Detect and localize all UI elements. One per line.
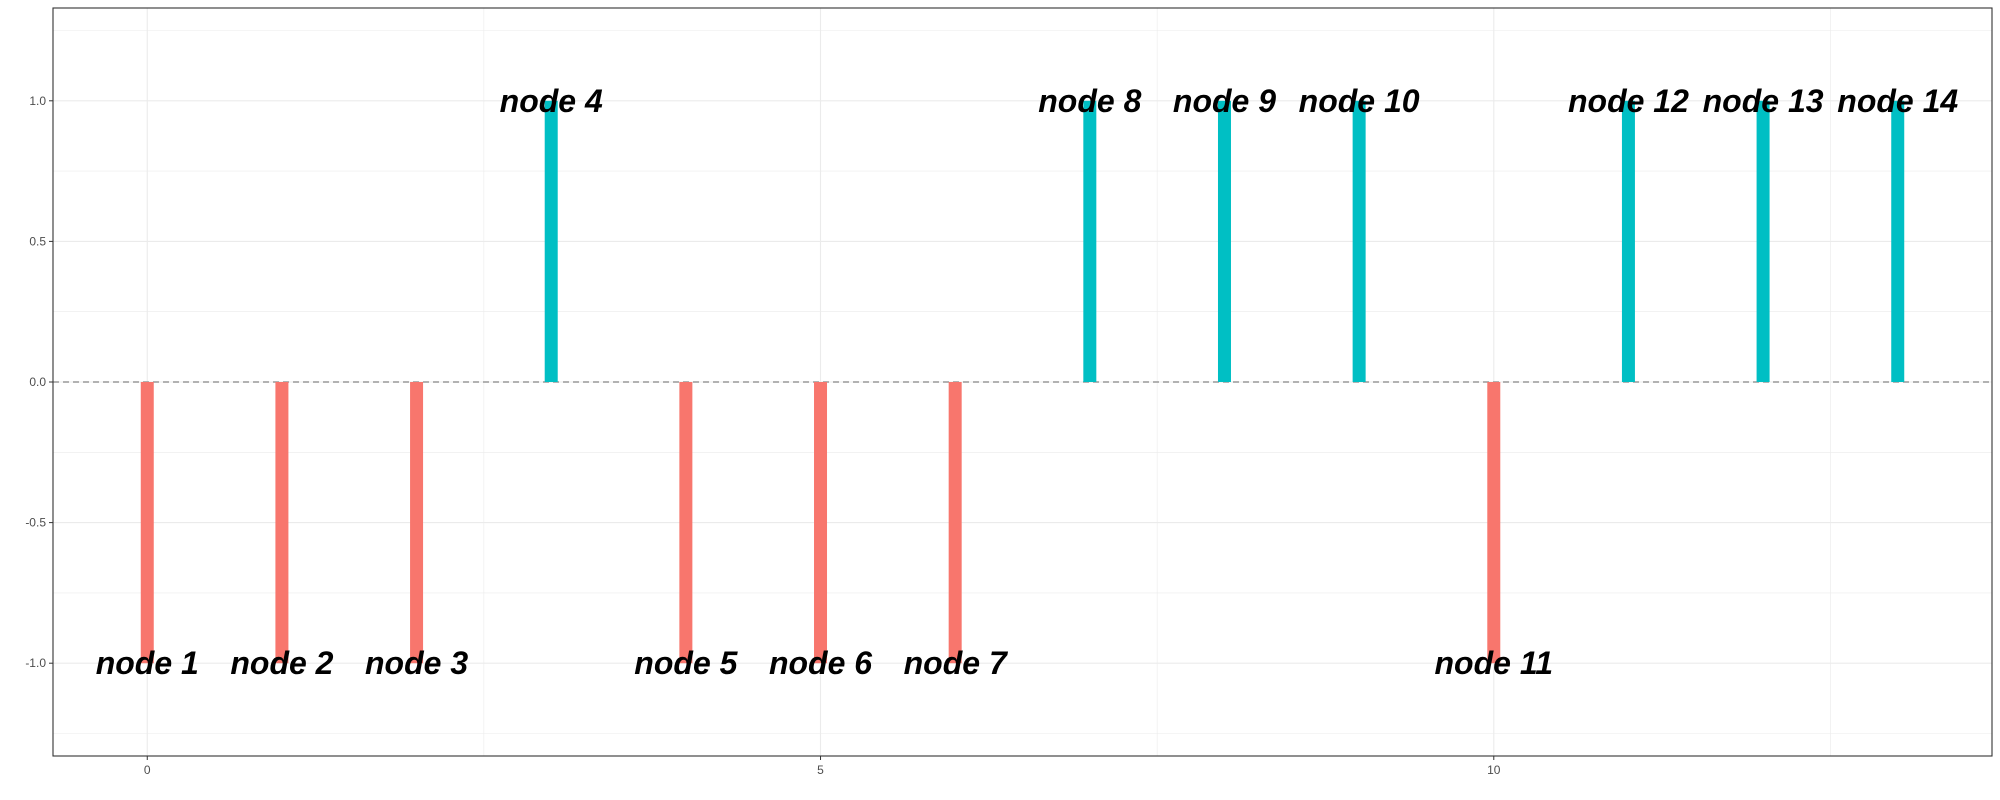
y-tick-label: 0.0 (29, 375, 46, 389)
y-tick-label: 0.5 (29, 234, 46, 248)
node-label-1: node 1 (96, 645, 199, 681)
axes: -1.0 -0.5 0.0 0.5 1.0 0 5 10 (25, 7, 1993, 777)
y-tick-label: -0.5 (25, 516, 46, 530)
bar-5 (679, 382, 693, 664)
node-label-6: node 6 (769, 645, 872, 681)
node-label-10: node 10 (1299, 83, 1420, 119)
node-label-13: node 13 (1703, 83, 1824, 119)
node-label-14: node 14 (1837, 83, 1958, 119)
bar-2 (275, 382, 289, 664)
bar-10 (1352, 100, 1366, 382)
bar-3 (410, 382, 424, 664)
bar-6 (814, 382, 828, 664)
x-tick-label: 0 (144, 763, 151, 777)
bar-14 (1891, 100, 1905, 382)
node-label-7: node 7 (904, 645, 1009, 681)
grid-lines (53, 8, 1992, 756)
bars (140, 100, 1905, 664)
node-label-2: node 2 (230, 645, 333, 681)
node-label-5: node 5 (634, 645, 738, 681)
x-tick-label: 10 (1487, 763, 1501, 777)
bar-4 (544, 100, 558, 382)
bar-1 (140, 382, 154, 664)
x-tick-label: 5 (817, 763, 824, 777)
node-label-11: node 11 (1435, 645, 1554, 681)
bar-7 (948, 382, 962, 664)
bar-8 (1083, 100, 1097, 382)
node-label-8: node 8 (1038, 83, 1141, 119)
bar-9 (1217, 100, 1231, 382)
node-label-12: node 12 (1568, 83, 1689, 119)
node-label-4: node 4 (500, 83, 603, 119)
bar-12 (1621, 100, 1635, 382)
node-label-3: node 3 (365, 645, 468, 681)
y-tick-label: 1.0 (29, 94, 46, 108)
node-labels: node 1 node 2 node 3 node 4 node 5 node 6 node… (96, 83, 1959, 681)
bar-13 (1756, 100, 1770, 382)
y-tick-label: -1.0 (25, 656, 46, 670)
node-label-9: node 9 (1173, 83, 1276, 119)
bar-11 (1487, 382, 1501, 664)
